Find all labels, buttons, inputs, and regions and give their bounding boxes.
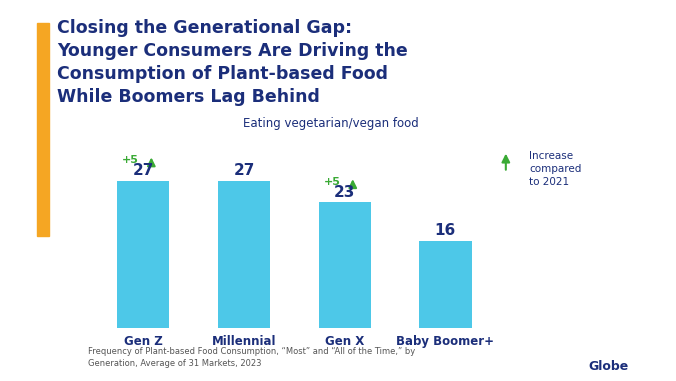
Text: +5: +5 — [122, 155, 139, 165]
Text: Globe: Globe — [588, 360, 629, 373]
Bar — [218, 181, 270, 328]
Text: 27: 27 — [233, 163, 255, 178]
Text: 27: 27 — [132, 163, 154, 178]
Text: Closing the Generational Gap:
Younger Consumers Are Driving the
Consumption of P: Closing the Generational Gap: Younger Co… — [57, 19, 408, 106]
Text: 16: 16 — [435, 223, 456, 238]
Bar — [419, 240, 472, 328]
Text: Eating vegetarian/vegan food: Eating vegetarian/vegan food — [243, 117, 419, 130]
Text: Frequency of Plant-based Food Consumption, “Most” and “All of the Time,” by
Gene: Frequency of Plant-based Food Consumptio… — [88, 347, 415, 368]
Bar — [318, 202, 371, 328]
Text: +5: +5 — [324, 177, 341, 187]
Bar — [117, 181, 170, 328]
Text: 23: 23 — [334, 185, 356, 200]
Text: Increase
compared
to 2021: Increase compared to 2021 — [529, 151, 581, 187]
